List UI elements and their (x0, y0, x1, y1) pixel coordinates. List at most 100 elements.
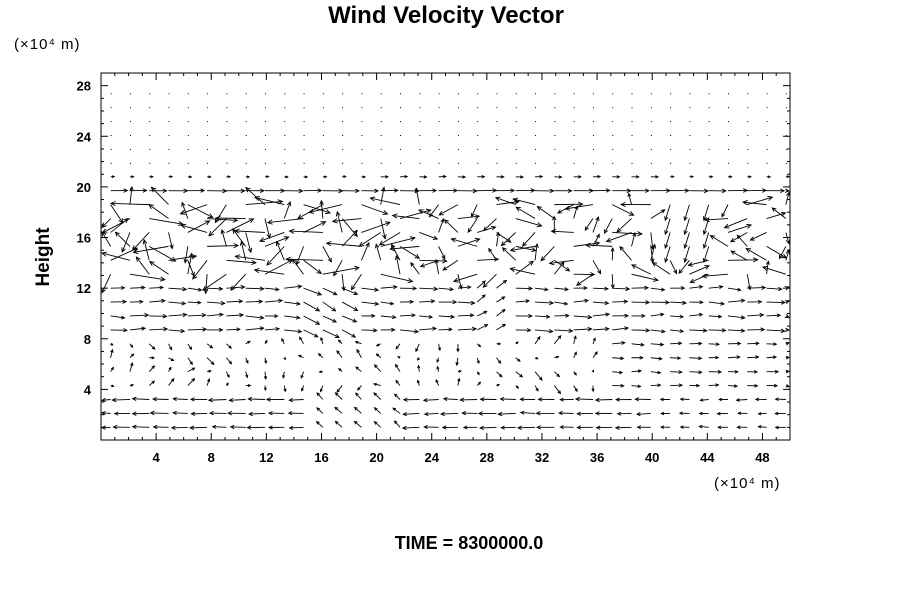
wind-arrow (373, 364, 382, 372)
wind-arrow (284, 301, 302, 306)
calm-dot (380, 135, 382, 137)
wind-arrow (129, 188, 148, 193)
wind-arrow (698, 411, 709, 416)
calm-dot (322, 93, 324, 95)
wind-arrow (496, 308, 506, 317)
calm-dot (207, 121, 209, 123)
wind-arrow (634, 397, 651, 402)
calm-dot (650, 93, 652, 95)
wind-arrow (496, 279, 508, 289)
calm-dot (322, 162, 324, 164)
wind-arrow (284, 188, 304, 194)
wind-arrow (515, 286, 534, 291)
calm-dot (419, 107, 421, 109)
wind-arrow (687, 259, 709, 267)
calm-dot (264, 121, 266, 123)
wind-arrow (747, 312, 765, 318)
wind-arrow (515, 245, 537, 253)
wind-arrow (303, 175, 309, 179)
wind-arrow (664, 232, 671, 250)
wind-arrow (168, 286, 188, 292)
calm-dot (129, 107, 131, 109)
wind-arrow (500, 232, 517, 247)
wind-arrow (149, 410, 169, 416)
wind-arrow (612, 286, 631, 292)
calm-dot (766, 148, 768, 150)
wind-arrow (650, 312, 665, 317)
wind-arrow (592, 188, 611, 193)
wind-arrow (121, 232, 131, 253)
wind-arrow (380, 175, 389, 179)
wind-arrow (264, 175, 270, 179)
wind-arrow (699, 398, 709, 402)
wind-arrow (591, 385, 595, 393)
calm-dot (766, 135, 768, 137)
wind-arrow (168, 378, 175, 386)
wind-arrow (101, 231, 112, 247)
wind-arrow (631, 328, 651, 333)
wind-arrow (616, 411, 632, 416)
wind-arrow (322, 175, 328, 179)
y-tick-label: 8 (84, 332, 91, 347)
wind-arrow (187, 327, 208, 332)
wind-arrow (183, 246, 189, 264)
wind-arrow (361, 287, 380, 292)
wind-arrow (288, 425, 304, 430)
calm-dot (342, 93, 344, 95)
calm-dot (419, 162, 421, 164)
wind-arrow (394, 254, 401, 275)
wind-arrow (253, 267, 285, 275)
calm-dot (149, 162, 151, 164)
calm-dot (110, 135, 112, 137)
calm-dot (361, 135, 363, 137)
x-tick-label: 20 (369, 450, 383, 465)
calm-dot (438, 121, 440, 123)
wind-arrow (702, 246, 710, 263)
wind-arrow (316, 392, 324, 400)
wind-arrow (457, 285, 472, 290)
wind-arrow (573, 188, 595, 194)
calm-dot (573, 93, 575, 95)
calm-dot (322, 121, 324, 123)
wind-arrow (264, 287, 280, 292)
wind-arrow (187, 377, 196, 386)
wind-arrow (131, 232, 150, 251)
wind-arrow (614, 425, 632, 430)
wind-arrow (168, 301, 187, 306)
wind-arrow (264, 314, 279, 319)
wind-arrow (595, 425, 613, 430)
wind-arrow (129, 175, 135, 179)
wind-arrow (476, 343, 482, 348)
wind-arrow (264, 236, 290, 247)
calm-dot (226, 135, 228, 137)
y-tick-label: 16 (77, 231, 91, 246)
wind-arrow (592, 351, 598, 359)
wind-arrow (554, 201, 584, 207)
calm-dot (650, 107, 652, 109)
wind-arrow (207, 300, 226, 306)
wind-arrow (341, 274, 346, 292)
wind-arrow (264, 188, 286, 194)
wind-arrow (422, 398, 439, 403)
calm-dot (554, 93, 556, 95)
wind-arrow (683, 232, 690, 250)
wind-arrow (496, 383, 501, 387)
calm-dot (477, 121, 479, 123)
wind-arrow (423, 411, 439, 417)
wind-arrow (233, 228, 266, 234)
calm-dot (380, 93, 382, 95)
wind-arrow (534, 385, 539, 392)
calm-dot (708, 148, 710, 150)
wind-arrow (573, 335, 577, 344)
wind-arrow (226, 218, 255, 233)
calm-dot (245, 135, 247, 137)
wind-arrow (736, 425, 748, 430)
x-tick-label: 28 (480, 450, 494, 465)
wind-arrow (419, 258, 448, 264)
wind-arrow (380, 273, 414, 284)
wind-arrow (149, 188, 168, 194)
wind-arrow (500, 425, 516, 430)
wind-arrow (361, 313, 376, 318)
calm-dot (612, 121, 614, 123)
wind-arrow (471, 204, 478, 218)
